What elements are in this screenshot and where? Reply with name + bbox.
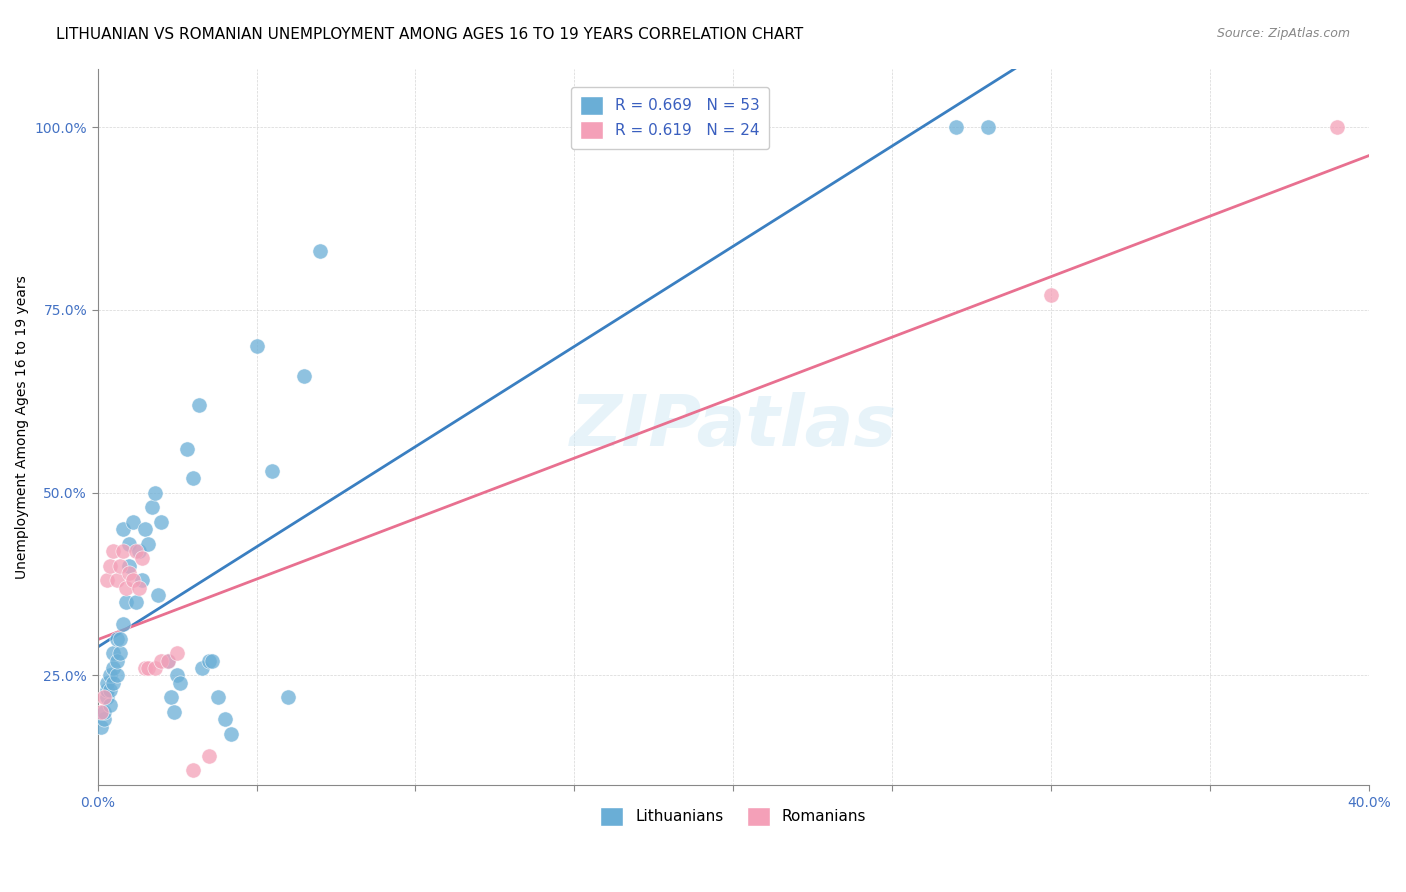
Point <box>163 705 186 719</box>
Point <box>90 705 112 719</box>
Point <box>309 244 332 259</box>
Point <box>98 698 121 712</box>
Point <box>131 551 153 566</box>
Point <box>976 120 998 134</box>
Point <box>103 544 125 558</box>
Point <box>143 485 166 500</box>
Point <box>191 661 214 675</box>
Point <box>277 690 299 705</box>
Point <box>181 471 204 485</box>
Point <box>98 683 121 698</box>
Legend: Lithuanians, Romanians: Lithuanians, Romanians <box>591 797 876 835</box>
Point <box>96 675 118 690</box>
Point <box>1040 288 1063 302</box>
Point <box>96 574 118 588</box>
Point <box>134 522 156 536</box>
Point <box>150 515 173 529</box>
Point <box>201 654 224 668</box>
Point <box>188 398 211 412</box>
Point <box>93 712 115 726</box>
Point <box>105 632 128 646</box>
Point <box>115 581 138 595</box>
Point <box>112 617 135 632</box>
Point <box>198 748 221 763</box>
Y-axis label: Unemployment Among Ages 16 to 19 years: Unemployment Among Ages 16 to 19 years <box>15 275 30 579</box>
Point <box>98 558 121 573</box>
Point <box>219 727 242 741</box>
Point <box>105 668 128 682</box>
Point <box>108 647 131 661</box>
Point <box>166 647 188 661</box>
Text: ZIPatlas: ZIPatlas <box>569 392 897 461</box>
Point <box>118 566 141 580</box>
Point <box>90 720 112 734</box>
Point <box>96 690 118 705</box>
Point <box>141 500 163 515</box>
Text: Source: ZipAtlas.com: Source: ZipAtlas.com <box>1216 27 1350 40</box>
Point <box>115 595 138 609</box>
Point <box>118 558 141 573</box>
Point <box>112 544 135 558</box>
Point <box>292 368 315 383</box>
Point <box>128 544 150 558</box>
Point <box>108 632 131 646</box>
Point <box>945 120 967 134</box>
Point <box>156 654 179 668</box>
Point <box>156 654 179 668</box>
Point <box>198 654 221 668</box>
Point <box>125 595 148 609</box>
Point <box>146 588 169 602</box>
Point <box>121 515 143 529</box>
Point <box>118 537 141 551</box>
Point <box>245 339 267 353</box>
Point <box>166 668 188 682</box>
Point <box>105 574 128 588</box>
Point <box>138 537 160 551</box>
Point <box>207 690 229 705</box>
Point <box>150 654 173 668</box>
Point <box>105 654 128 668</box>
Point <box>96 683 118 698</box>
Text: LITHUANIAN VS ROMANIAN UNEMPLOYMENT AMONG AGES 16 TO 19 YEARS CORRELATION CHART: LITHUANIAN VS ROMANIAN UNEMPLOYMENT AMON… <box>56 27 803 42</box>
Point <box>103 661 125 675</box>
Point <box>1326 120 1348 134</box>
Point <box>143 661 166 675</box>
Point <box>108 558 131 573</box>
Point <box>134 661 156 675</box>
Point <box>159 690 181 705</box>
Point <box>181 764 204 778</box>
Point <box>93 705 115 719</box>
Point <box>131 574 153 588</box>
Point <box>169 675 191 690</box>
Point <box>176 442 198 456</box>
Point <box>103 647 125 661</box>
Point <box>214 712 236 726</box>
Point <box>125 544 148 558</box>
Point <box>93 690 115 705</box>
Point <box>138 661 160 675</box>
Point <box>128 581 150 595</box>
Point <box>112 522 135 536</box>
Point <box>262 464 284 478</box>
Point <box>103 675 125 690</box>
Point <box>121 574 143 588</box>
Point <box>98 668 121 682</box>
